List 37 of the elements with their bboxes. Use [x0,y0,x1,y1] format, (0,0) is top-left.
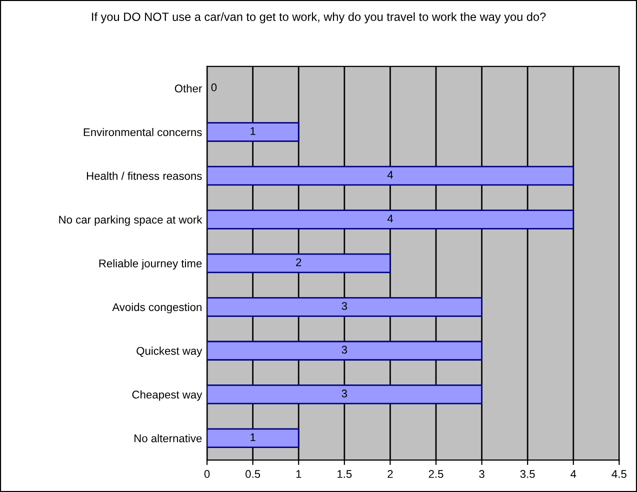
x-tick-label: 1 [296,470,302,478]
x-tick-label: 4 [570,470,576,478]
bar [207,428,300,448]
y-tick-label: No alternative [134,434,202,442]
x-tick-label: 0.5 [246,470,260,478]
y-tick-label: Other [174,84,202,92]
bar [207,166,574,186]
bar [207,340,482,361]
bar [207,210,574,230]
y-tick-label: Health / fitness reasons [86,172,202,180]
y-tick-label: Environmental concerns [84,128,202,136]
y-tick-label: No car parking space at work [59,215,202,226]
data-label: 4 [387,170,393,179]
x-tick-label: 2 [388,470,393,478]
y-tick-label: Cheapest way [132,390,202,401]
data-label: 1 [250,127,256,135]
x-tick-label: 1.5 [338,470,352,478]
bar [207,253,391,274]
bar [207,384,482,404]
chart-title: If you DO NOT use a car/van to get to work, why do you travel to work the way you do? [92,12,546,24]
bar [207,122,300,142]
x-tick-label: 0 [204,470,210,478]
data-label: 1 [250,433,256,442]
y-tick-label: Avoids congestion [112,302,202,314]
y-tick-label: Quickest way [136,346,202,358]
x-tick-label: 4.5 [612,470,626,478]
data-label: 3 [342,346,348,354]
x-tick-label: 2.5 [428,470,444,478]
y-tick-label: Reliable journey time [99,259,202,270]
data-label: 3 [342,302,348,310]
x-tick-label: 3.5 [520,470,535,478]
data-label: 2 [296,258,302,266]
bar [207,297,482,317]
data-label: 4 [387,214,393,222]
data-label: 3 [342,390,348,398]
x-tick-label: 3 [479,470,484,478]
data-label: 0 [211,83,217,92]
